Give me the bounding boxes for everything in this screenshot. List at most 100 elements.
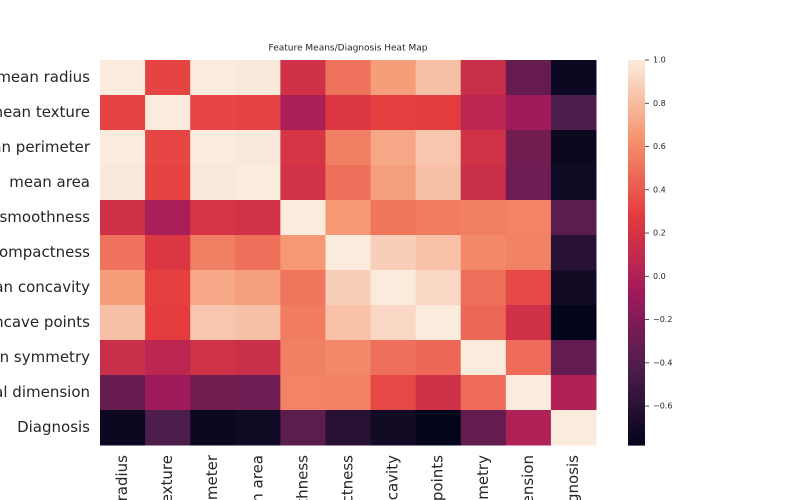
- heat-cell: [145, 235, 191, 271]
- x-tick-label: mean area: [248, 455, 266, 500]
- colorbar-segment: [628, 394, 645, 400]
- heat-cell: [370, 60, 417, 96]
- heat-cell: [460, 410, 507, 446]
- heat-cell: [145, 130, 191, 166]
- colorbar-segment: [628, 102, 645, 107]
- heat-cell: [280, 270, 326, 306]
- heat-cell: [460, 95, 507, 131]
- heat-cell: [325, 375, 372, 411]
- colorbar-segment: [628, 321, 645, 327]
- heat-cell: [235, 165, 281, 201]
- heat-cell: [100, 340, 146, 376]
- colorbar-segment: [628, 217, 645, 223]
- colorbar-tick-label: 1.0: [653, 56, 666, 65]
- x-tick-label: mean concave points: [429, 455, 447, 500]
- heat-cell: [505, 340, 552, 376]
- colorbar-segment: [628, 344, 645, 350]
- y-tick-label: mean concave points: [0, 313, 90, 331]
- heat-cell: [460, 340, 507, 376]
- heat-cell: [550, 375, 597, 411]
- x-tick-label: mean texture: [158, 455, 176, 500]
- heat-cell: [505, 375, 552, 411]
- colorbar-segment: [628, 110, 645, 115]
- heat-cell: [190, 60, 236, 96]
- colorbar-segment: [628, 194, 645, 200]
- colorbar-segment: [628, 306, 645, 311]
- heat-cell: [370, 235, 417, 271]
- heat-cell: [415, 60, 462, 96]
- colorbar-segment: [628, 152, 645, 157]
- heat-cell: [325, 130, 372, 166]
- heat-cell: [325, 235, 372, 271]
- colorbar-tick-label: −0.2: [653, 315, 672, 324]
- x-tick-label: Diagnosis: [564, 455, 582, 500]
- heat-cell: [550, 270, 597, 306]
- heat-cell: [505, 200, 552, 236]
- colorbar-segment: [628, 144, 645, 150]
- heat-cell: [235, 235, 281, 271]
- heat-cell: [190, 270, 236, 306]
- heat-cell: [370, 130, 417, 166]
- heat-cell: [325, 305, 372, 341]
- colorbar-segment: [628, 406, 645, 411]
- colorbar-segment: [628, 83, 645, 88]
- heat-cell: [550, 305, 597, 341]
- heat-cell: [460, 165, 507, 201]
- colorbar-segment: [628, 418, 645, 423]
- colorbar-segment: [628, 252, 645, 257]
- heat-cell: [550, 235, 597, 271]
- colorbar-segment: [628, 94, 645, 100]
- colorbar-segment: [628, 260, 645, 265]
- colorbar-segment: [628, 375, 645, 381]
- colorbar-segment: [628, 333, 645, 338]
- colorbar-segment: [628, 398, 645, 404]
- heat-cell: [235, 95, 281, 131]
- colorbar-segment: [628, 264, 645, 269]
- colorbar-tick-label: −0.4: [653, 358, 672, 367]
- heat-cell: [460, 235, 507, 271]
- heat-cell: [415, 340, 462, 376]
- x-tick-label: mean radius: [113, 455, 131, 500]
- heat-cell: [190, 95, 236, 131]
- heat-cell: [505, 165, 552, 201]
- colorbar-segment: [628, 302, 645, 307]
- colorbar-segment: [628, 179, 645, 184]
- heat-cell: [370, 375, 417, 411]
- heat-cell: [190, 305, 236, 341]
- heat-cell: [145, 375, 191, 411]
- heat-cell: [505, 60, 552, 96]
- x-tick-label: mean concavity: [384, 455, 402, 500]
- colorbar-segment: [628, 210, 645, 215]
- colorbar-segment: [628, 221, 645, 227]
- colorbar-segment: [628, 106, 645, 111]
- y-tick-label: mean fractal dimension: [0, 383, 90, 401]
- colorbar-segment: [628, 248, 645, 254]
- colorbar-segment: [628, 129, 645, 134]
- heat-cell: [145, 165, 191, 201]
- colorbar-segment: [628, 202, 645, 207]
- heat-cell: [415, 270, 462, 306]
- heat-cell: [190, 165, 236, 201]
- colorbar-segment: [628, 175, 645, 180]
- heat-cell: [550, 340, 597, 376]
- colorbar-segment: [628, 283, 645, 288]
- colorbar-segment: [628, 125, 645, 130]
- heat-cell: [145, 95, 191, 131]
- heat-cell: [235, 375, 281, 411]
- colorbar-segment: [628, 410, 645, 415]
- colorbar-segment: [628, 437, 645, 442]
- colorbar-segment: [628, 391, 645, 396]
- colorbar-segment: [628, 86, 645, 92]
- heat-cell: [100, 130, 146, 166]
- heat-cell: [145, 60, 191, 96]
- heat-cell: [325, 410, 372, 446]
- heat-cell: [145, 340, 191, 376]
- heat-cell: [370, 410, 417, 446]
- heat-cell: [145, 200, 191, 236]
- heat-cell: [325, 200, 372, 236]
- colorbar-segment: [628, 287, 645, 292]
- heat-cell: [100, 165, 146, 201]
- colorbar-segment: [628, 337, 645, 342]
- colorbar-segment: [628, 63, 645, 69]
